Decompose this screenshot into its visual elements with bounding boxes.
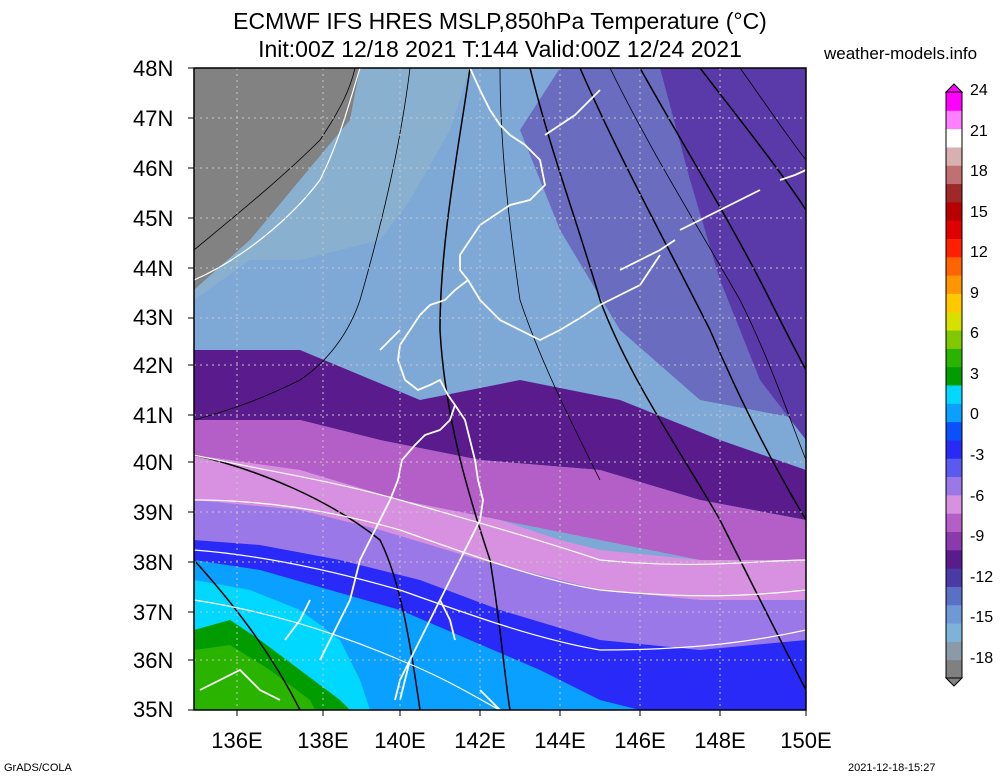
colorbar-swatch xyxy=(946,311,962,331)
grid-lines xyxy=(194,68,806,710)
colorbar-top-arrow xyxy=(944,83,964,93)
colorbar-label: 0 xyxy=(970,406,979,424)
colorbar-label: 3 xyxy=(970,365,979,383)
grads-credit: GrADS/COLA xyxy=(4,762,72,774)
coastline xyxy=(199,68,806,710)
temperature-field xyxy=(194,68,806,710)
colorbar-swatch xyxy=(946,385,962,404)
lat-label: 37N xyxy=(133,600,174,625)
site-label: weather-models.info xyxy=(824,44,978,63)
colorbar-frame xyxy=(945,91,963,679)
colorbar-swatch xyxy=(946,494,962,514)
colorbar-swatch xyxy=(946,128,962,148)
lat-label: 47N xyxy=(133,106,174,131)
colorbar-label: -15 xyxy=(970,609,994,627)
colorbar-swatch xyxy=(946,549,962,569)
lon-label: 150E xyxy=(780,728,832,753)
colorbar-swatch xyxy=(946,604,962,624)
lat-label: 35N xyxy=(133,697,174,722)
colorbar-label: -12 xyxy=(970,568,994,586)
lat-label: 40N xyxy=(133,450,174,475)
colorbar-label: 12 xyxy=(970,244,988,262)
colorbar-swatch xyxy=(946,183,962,203)
colorbar-swatch xyxy=(946,403,962,423)
colorbar-swatch xyxy=(946,238,962,258)
lat-label: 41N xyxy=(133,403,174,428)
lat-label: 44N xyxy=(133,256,174,281)
lon-label: 146E xyxy=(614,728,666,753)
colorbar-swatch xyxy=(946,110,962,130)
timestamp: 2021-12-18-15:27 xyxy=(848,762,936,774)
colorbar-swatch xyxy=(946,659,962,679)
colorbar-swatch xyxy=(946,275,962,294)
colorbar-label: 15 xyxy=(970,203,988,221)
colorbar-swatch xyxy=(946,165,962,185)
colorbar-label: 9 xyxy=(970,284,979,302)
lon-label: 136E xyxy=(211,728,263,753)
lat-label: 42N xyxy=(133,353,174,378)
plot-frame xyxy=(193,67,807,711)
colorbar-swatch xyxy=(946,623,962,642)
colorbar-swatch xyxy=(946,439,962,459)
lat-label: 39N xyxy=(133,500,174,525)
colorbar-swatch xyxy=(946,421,962,441)
colorbar-swatch xyxy=(946,92,962,111)
colorbar-swatch xyxy=(946,568,962,587)
lat-label: 38N xyxy=(133,550,174,575)
colorbar-label: -18 xyxy=(970,649,994,667)
colorbar-label: -9 xyxy=(970,528,985,546)
colorbar-bottom-arrow xyxy=(944,677,964,687)
colorbar-swatch xyxy=(946,293,962,313)
colorbar-swatch xyxy=(946,513,962,532)
colorbar xyxy=(944,83,964,687)
lon-label: 148E xyxy=(694,728,746,753)
colorbar-label: 18 xyxy=(970,163,988,181)
map-title-line1: ECMWF IFS HRES MSLP,850hPa Temperature (… xyxy=(233,8,767,34)
colorbar-swatch xyxy=(946,330,962,349)
colorbar-label: -3 xyxy=(970,446,985,464)
colorbar-swatch xyxy=(946,348,962,368)
colorbar-swatch xyxy=(946,586,962,606)
colorbar-swatch xyxy=(946,146,962,166)
colorbar-label: -6 xyxy=(970,487,985,505)
colorbar-swatch xyxy=(946,366,962,386)
colorbar-swatch xyxy=(946,256,962,276)
lat-label: 43N xyxy=(133,305,174,330)
colorbar-swatch xyxy=(946,458,962,478)
colorbar-swatch xyxy=(946,476,962,496)
colorbar-swatch xyxy=(946,641,962,661)
colorbar-swatch xyxy=(946,220,962,239)
map-title-line2: Init:00Z 12/18 2021 T:144 Valid:00Z 12/2… xyxy=(258,36,742,62)
colorbar-swatch xyxy=(946,201,962,221)
lon-label: 138E xyxy=(297,728,349,753)
lat-label: 48N xyxy=(133,56,174,81)
lat-label: 36N xyxy=(133,648,174,673)
lon-label: 144E xyxy=(534,728,586,753)
colorbar-label: 21 xyxy=(970,122,988,140)
lat-label: 45N xyxy=(133,206,174,231)
colorbar-label: 24 xyxy=(970,82,988,99)
lon-label: 140E xyxy=(374,728,426,753)
colorbar-label: 6 xyxy=(970,325,979,343)
colorbar-swatch xyxy=(946,531,962,551)
lon-label: 142E xyxy=(454,728,506,753)
axis-ticks xyxy=(188,67,807,716)
lat-label: 46N xyxy=(133,156,174,181)
